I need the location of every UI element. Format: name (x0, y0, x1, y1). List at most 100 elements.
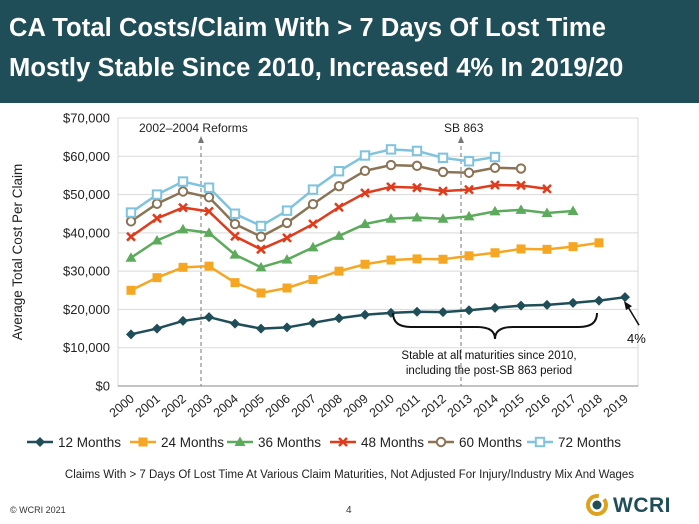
marker-60 (151, 198, 163, 209)
marker-72 (151, 189, 163, 200)
marker-48 (360, 188, 370, 198)
y-axis-label: Average Total Cost Per Claim (10, 164, 25, 341)
legend-label-60: 60 Months (459, 435, 522, 450)
x-tick-label: 2016 (523, 392, 553, 421)
marker-24 (386, 255, 396, 265)
x-tick-label: 2012 (419, 392, 449, 421)
marker-72 (437, 152, 449, 164)
marker-36 (567, 205, 579, 216)
marker-60 (463, 167, 475, 178)
marker-60 (229, 218, 241, 230)
y-tick-label: $40,000 (63, 225, 110, 240)
marker-24 (256, 288, 266, 298)
x-tick-label: 2006 (263, 392, 293, 421)
x-tick-label: 2009 (341, 392, 371, 421)
marker-60 (489, 162, 501, 173)
marker-36 (307, 241, 319, 252)
x-tick-label: 2014 (471, 392, 501, 421)
series-line-60 (130, 163, 522, 239)
title-bar: CA Total Costs/Claim With > 7 Days Of Lo… (0, 0, 699, 103)
marker-12 (360, 309, 370, 320)
wcri-logo-icon (586, 494, 608, 516)
marker-60 (125, 216, 137, 227)
legend-label-12: 12 Months (58, 435, 121, 450)
marker-24 (360, 259, 370, 269)
marker-24 (178, 262, 188, 272)
marker-12 (178, 315, 188, 326)
marker-12 (204, 312, 214, 323)
marker-12 (568, 297, 578, 308)
marker-36 (177, 223, 189, 234)
legend-marker-60 (435, 436, 447, 448)
marker-24 (152, 273, 162, 283)
marker-24 (204, 261, 214, 271)
marker-60 (203, 192, 215, 203)
legend-marker-72 (534, 436, 546, 448)
marker-24 (412, 254, 422, 264)
marker-36 (281, 254, 293, 264)
marker-36 (385, 213, 397, 223)
marker-24 (334, 266, 344, 276)
marker-24 (126, 285, 136, 295)
marker-12 (620, 292, 630, 303)
marker-48 (334, 202, 344, 213)
marker-48 (490, 180, 500, 190)
marker-12 (126, 329, 136, 340)
marker-24 (490, 248, 500, 258)
y-tick-label: $70,000 (63, 111, 110, 126)
marker-72 (385, 144, 397, 155)
marker-48 (126, 231, 136, 242)
marker-72 (307, 184, 319, 195)
x-tick-label: 2004 (211, 392, 241, 421)
marker-48 (386, 182, 396, 192)
marker-12 (464, 305, 474, 316)
marker-12 (230, 318, 240, 329)
title-line-1: CA Total Costs/Claim With > 7 Days Of Lo… (9, 14, 606, 42)
x-tick-label: 2008 (315, 392, 345, 421)
marker-60 (437, 166, 449, 178)
marker-12 (256, 323, 266, 334)
marker-24 (542, 244, 552, 254)
legend-label-48: 48 Months (361, 435, 424, 450)
marker-24 (308, 275, 318, 285)
marker-60 (515, 163, 527, 174)
marker-36 (359, 218, 371, 229)
pct-label: 4% (627, 331, 646, 346)
title-line-2: Mostly Stable Since 2010, Increased 4% I… (9, 54, 624, 82)
x-tick-label: 2015 (497, 392, 527, 421)
marker-60 (255, 231, 267, 242)
x-tick-label: 2019 (601, 392, 631, 421)
brace-label-line1: Stable at all maturities since 2010, (401, 350, 576, 362)
marker-60 (281, 217, 293, 229)
x-tick-label: 2003 (185, 392, 215, 421)
marker-48 (152, 213, 162, 224)
marker-48 (256, 244, 266, 255)
y-tick-label: $50,000 (63, 187, 110, 202)
marker-60 (177, 186, 189, 197)
marker-48 (438, 186, 448, 197)
series-line-36 (130, 208, 574, 269)
marker-60 (411, 160, 423, 172)
marker-24 (438, 254, 448, 264)
marker-72 (255, 220, 267, 232)
marker-12 (412, 306, 422, 317)
marker-60 (359, 165, 371, 177)
x-tick-label: 2017 (549, 392, 579, 421)
reforms-label: 2002–2004 Reforms (139, 121, 248, 135)
pct-arrow-head (624, 301, 632, 311)
y-tick-label: $30,000 (63, 264, 110, 279)
marker-12 (438, 307, 448, 318)
y-tick-label: $60,000 (63, 149, 110, 164)
legend-label-36: 36 Months (258, 435, 321, 450)
marker-72 (203, 182, 215, 193)
marker-36 (229, 249, 241, 259)
chart-caption: Claims With > 7 Days Of Lost Time At Var… (64, 469, 635, 481)
x-tick-label: 2001 (133, 392, 163, 421)
marker-24 (230, 278, 240, 288)
marker-72 (281, 205, 293, 216)
marker-36 (411, 212, 423, 222)
legend-label-24: 24 Months (161, 435, 224, 450)
legend-marker-36 (234, 436, 246, 446)
legend-marker-24 (138, 437, 148, 447)
marker-72 (463, 156, 475, 167)
